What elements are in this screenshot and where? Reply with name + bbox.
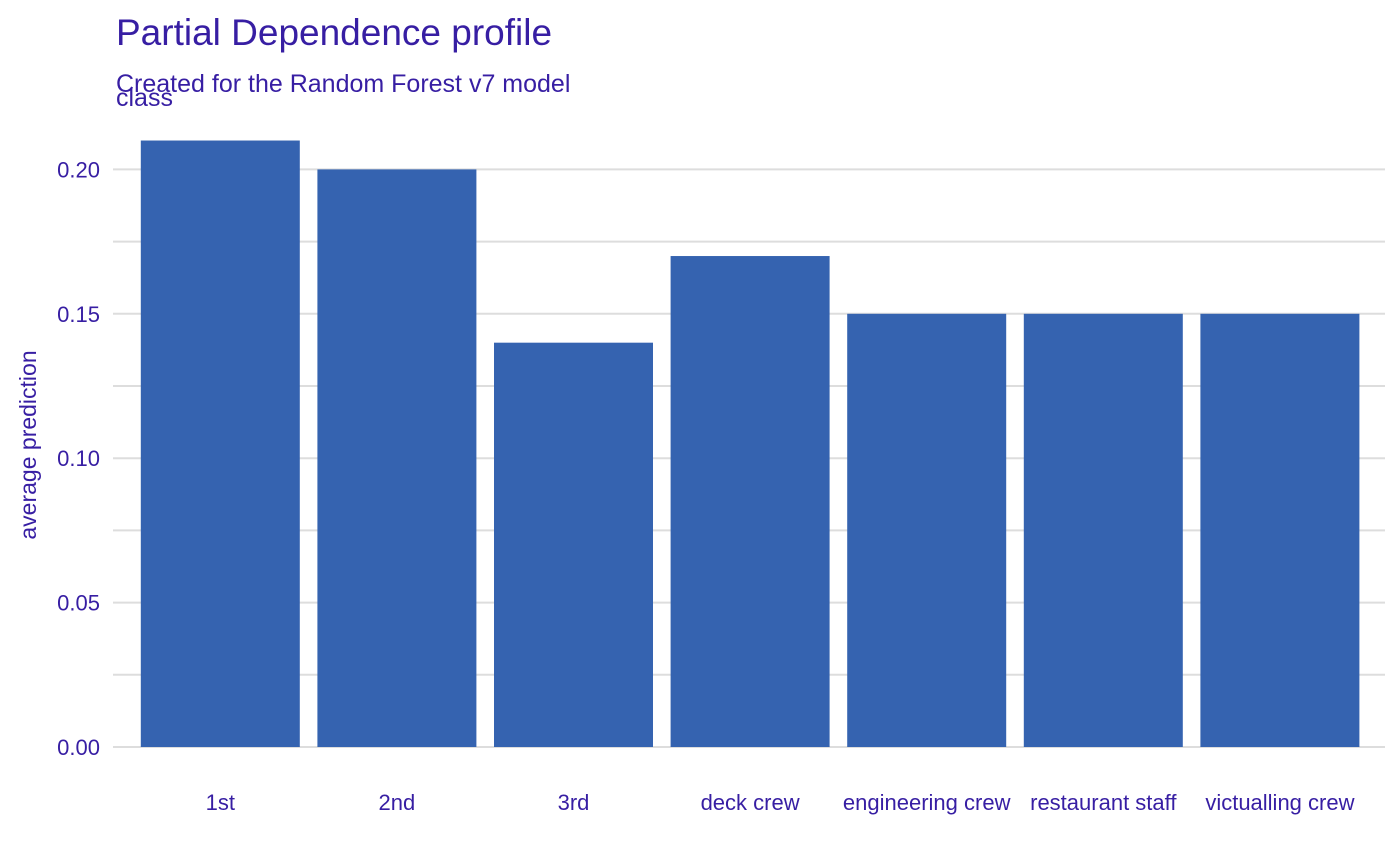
- bar-restaurant-staff: [1023, 313, 1183, 747]
- bar-deck-crew: [670, 256, 830, 747]
- bar-3rd: [494, 342, 653, 747]
- y-axis-ticks: 0.00 0.05 0.10 0.15 0.20: [57, 157, 100, 760]
- y-tick-label: 0.10: [57, 446, 100, 471]
- x-tick-label: engineering crew: [843, 790, 1011, 815]
- y-tick-label: 0.15: [57, 302, 100, 327]
- x-axis-ticks: 1st 2nd 3rd deck crew engineering crew restau…: [206, 790, 1355, 815]
- facet-label: class: [116, 84, 173, 112]
- bar-2nd: [317, 169, 477, 747]
- bars: [140, 140, 1360, 747]
- chart-title: Partial Dependence profile: [116, 12, 553, 53]
- bar-engineering-crew: [847, 313, 1007, 747]
- chart-subtitle: Created for the Random Forest v7 model: [116, 70, 571, 98]
- y-tick-label: 0.05: [57, 591, 100, 616]
- x-tick-label: 1st: [206, 790, 235, 815]
- x-tick-label: restaurant staff: [1030, 790, 1177, 815]
- bar-victualling-crew: [1200, 313, 1360, 747]
- y-axis-label: average prediction: [15, 350, 41, 539]
- y-tick-label: 0.00: [57, 735, 100, 760]
- x-tick-label: 2nd: [379, 790, 416, 815]
- x-tick-label: deck crew: [701, 790, 800, 815]
- x-tick-label: 3rd: [558, 790, 590, 815]
- y-tick-label: 0.20: [57, 157, 100, 182]
- x-tick-label: victualling crew: [1205, 790, 1354, 815]
- bar-1st: [140, 140, 300, 747]
